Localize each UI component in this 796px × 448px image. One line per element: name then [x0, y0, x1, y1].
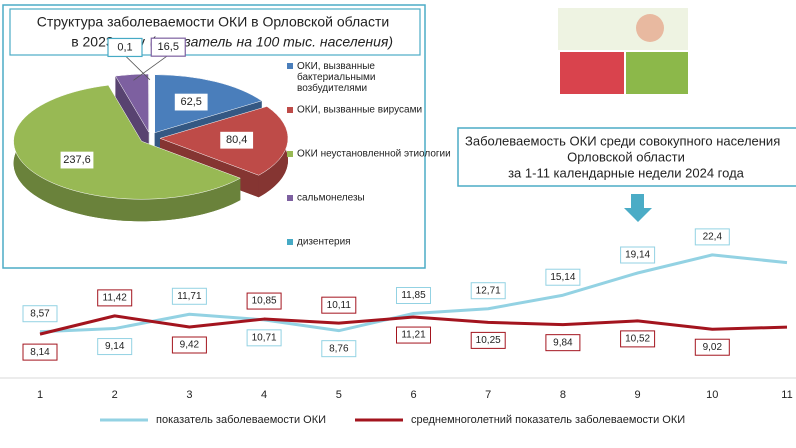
data-label-box [171, 336, 207, 354]
legend-label: дизентерия [297, 237, 351, 248]
x-tick-label: 3 [186, 389, 192, 401]
data-label: 9,14 [105, 341, 125, 352]
pie-title-note: (показатель на 100 тыс. населения) [150, 34, 393, 50]
legend-label: показатель заболеваемости ОКИ [156, 414, 326, 426]
line-title: за 1-11 календарные недели 2024 года [508, 165, 745, 180]
line-title-box [457, 127, 796, 187]
data-label: 12,71 [476, 285, 501, 296]
x-tick-label: 11 [781, 389, 792, 401]
data-label-box [545, 334, 581, 352]
data-label-box [97, 338, 133, 356]
x-tick-label: 5 [336, 389, 342, 401]
data-label: 10,11 [327, 300, 352, 311]
data-label-box [246, 329, 282, 347]
legend-swatch [287, 107, 293, 113]
data-label: 9,84 [553, 337, 573, 348]
data-label-box [620, 246, 656, 264]
x-tick-label: 2 [112, 389, 118, 401]
data-label: 10,85 [252, 296, 277, 307]
data-label-box [171, 287, 207, 305]
pie-slice [115, 73, 149, 133]
data-label: 10,25 [476, 335, 501, 346]
pie-title-box [9, 8, 421, 56]
arrow-down [624, 194, 652, 222]
legend-swatch [287, 239, 293, 245]
pie-slice [13, 84, 241, 200]
legend-label: ОКИ неустановленной этиологии [297, 149, 451, 160]
data-label-box [150, 37, 186, 57]
legend-swatch [287, 63, 293, 69]
data-label-box [219, 130, 255, 150]
legend-label: ОКИ, вызванные вирусами [297, 105, 422, 116]
data-label-box [545, 268, 581, 286]
leader-line [124, 55, 151, 81]
leader-line [133, 54, 169, 81]
pie-title: Структура заболеваемости ОКИ в Орловской… [37, 14, 389, 30]
data-label: 0,1 [117, 41, 132, 53]
data-label-box [321, 340, 357, 358]
slice-side [13, 85, 241, 222]
data-label: 8,14 [30, 347, 50, 358]
data-label: 9,42 [180, 340, 200, 351]
data-label: 10,52 [625, 334, 650, 345]
x-tick-label: 9 [635, 389, 641, 401]
series-line [39, 253, 788, 334]
data-label-box [59, 150, 95, 170]
data-label: 8,76 [329, 343, 349, 354]
data-label-box [107, 37, 143, 58]
legend-label: ОКИ, вызванные бактериальными возбудителям… [297, 61, 376, 94]
data-label: 10,71 [252, 332, 277, 343]
data-label: 62,5 [180, 96, 201, 108]
x-tick-label: 7 [485, 389, 491, 401]
x-tick-label: 10 [706, 389, 718, 401]
data-label: 19,14 [625, 250, 650, 261]
data-label-box [22, 343, 58, 361]
data-label: 22,4 [703, 232, 723, 243]
decor-images [558, 8, 688, 94]
x-tick-label: 6 [410, 389, 416, 401]
data-label-box [396, 326, 431, 344]
data-label-box [97, 289, 133, 307]
legend-label: среднемноголетний показатель заболеваемо… [411, 414, 685, 426]
data-label: 11,42 [103, 293, 128, 304]
data-label-box [396, 287, 431, 304]
data-label-box [246, 292, 282, 310]
slice-side [115, 76, 149, 155]
legend-swatch [287, 151, 293, 157]
data-label: 237,6 [63, 154, 91, 166]
data-label-box [694, 338, 730, 356]
data-label: 11,71 [177, 291, 202, 302]
data-label-box [470, 282, 506, 300]
series-line [39, 314, 788, 336]
data-label-box [173, 92, 209, 112]
data-label-box [22, 305, 58, 323]
data-label: 15,14 [550, 272, 575, 283]
data-label-box [470, 331, 506, 349]
line-title: Заболеваемость ОКИ среди совокупного нас… [465, 133, 780, 148]
data-label: 9,02 [703, 342, 723, 353]
legend-swatch [287, 195, 293, 201]
data-label-box [694, 228, 730, 246]
data-label: 16,5 [158, 41, 179, 53]
data-label-box [620, 330, 656, 348]
line-title: Орловской области [567, 149, 685, 164]
data-label: 11,85 [401, 290, 426, 301]
data-label: 80,4 [226, 134, 247, 146]
x-tick-label: 4 [261, 389, 267, 401]
data-label-box [321, 296, 357, 314]
x-tick-label: 8 [560, 389, 566, 401]
data-label: 11,21 [401, 330, 426, 341]
data-label: 8,57 [30, 308, 50, 319]
legend-label: сальмонелезы [297, 193, 365, 204]
x-tick-label: 1 [37, 389, 43, 401]
